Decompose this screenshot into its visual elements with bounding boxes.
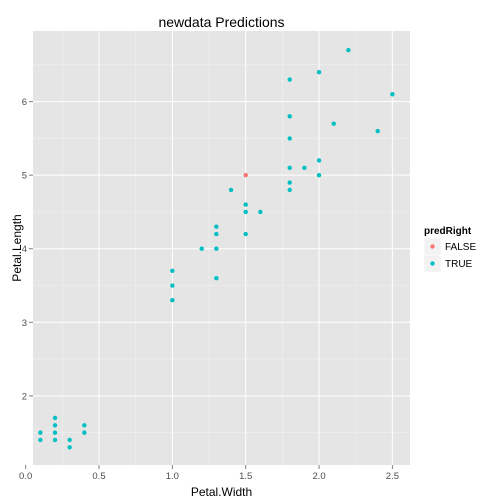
data-point-true <box>214 246 219 251</box>
x-tick-label: 2.0 <box>312 471 325 482</box>
x-tick-label: 0.0 <box>19 471 32 482</box>
data-point-true <box>199 246 204 251</box>
data-point-true <box>390 92 395 97</box>
data-point-true <box>214 275 219 281</box>
data-point-true <box>67 437 72 443</box>
y-tick-label: 6 <box>22 97 27 108</box>
legend-key-point <box>430 261 435 266</box>
y-tick-label: 5 <box>22 171 27 182</box>
plot-panel <box>33 31 410 465</box>
data-point-true <box>52 423 58 428</box>
data-point-true <box>170 298 175 303</box>
data-point-true <box>331 121 336 126</box>
major-gridlines <box>25 31 410 465</box>
minor-gridlines <box>33 31 410 465</box>
chart-title: newdata Predictions <box>158 14 284 30</box>
y-tick-label: 3 <box>22 318 27 329</box>
y-axis-title: Petal.Length <box>10 214 24 281</box>
data-point-true <box>38 437 43 443</box>
legend-label: FALSE <box>445 242 476 253</box>
data-point-true <box>243 231 248 237</box>
data-point-true <box>302 165 307 171</box>
data-point-true <box>258 209 263 215</box>
data-point-true <box>170 283 175 288</box>
data-point-true <box>67 445 72 450</box>
data-point-false <box>243 172 248 178</box>
axis-ticks <box>25 101 393 469</box>
x-tick-label: 0.5 <box>92 471 105 482</box>
data-point-true <box>287 77 292 82</box>
data-point-true <box>52 415 58 421</box>
y-tick-labels: 2 3 4 5 6 <box>22 97 27 402</box>
legend-title: predRight <box>424 226 472 237</box>
data-point-true <box>214 231 219 237</box>
data-point-true <box>316 172 322 178</box>
y-tick-label: 2 <box>22 391 27 402</box>
data-points <box>38 47 395 450</box>
data-point-true <box>82 430 87 435</box>
data-point-true <box>287 136 292 141</box>
data-point-true <box>52 430 58 435</box>
data-point-true <box>346 47 351 53</box>
data-point-true <box>316 69 322 75</box>
data-point-true <box>243 202 248 207</box>
data-point-true <box>316 158 322 163</box>
legend-key-point <box>430 244 435 249</box>
data-point-true <box>228 187 234 193</box>
legend-entries: FALSE TRUE <box>423 237 476 273</box>
data-point-true <box>243 209 248 215</box>
data-point-true <box>52 437 58 443</box>
data-point-true <box>287 165 292 171</box>
x-tick-label: 1.5 <box>239 471 252 482</box>
data-point-true <box>214 224 219 229</box>
legend-label: TRUE <box>445 259 473 270</box>
x-tick-labels: 0.0 0.5 1.0 1.5 2.0 2.5 <box>19 471 399 482</box>
x-axis-title: Petal.Width <box>191 485 252 499</box>
data-point-true <box>38 430 43 435</box>
data-point-true <box>287 187 292 193</box>
legend: predRight FALSE TRUE <box>423 226 476 273</box>
y-tick-label: 4 <box>22 244 27 255</box>
data-point-true <box>170 268 175 274</box>
x-tick-label: 1.0 <box>166 471 179 482</box>
x-tick-label: 2.5 <box>386 471 399 482</box>
data-point-true <box>287 114 292 119</box>
data-point-true <box>375 128 380 134</box>
data-point-true <box>287 180 292 185</box>
data-point-true <box>82 423 87 428</box>
